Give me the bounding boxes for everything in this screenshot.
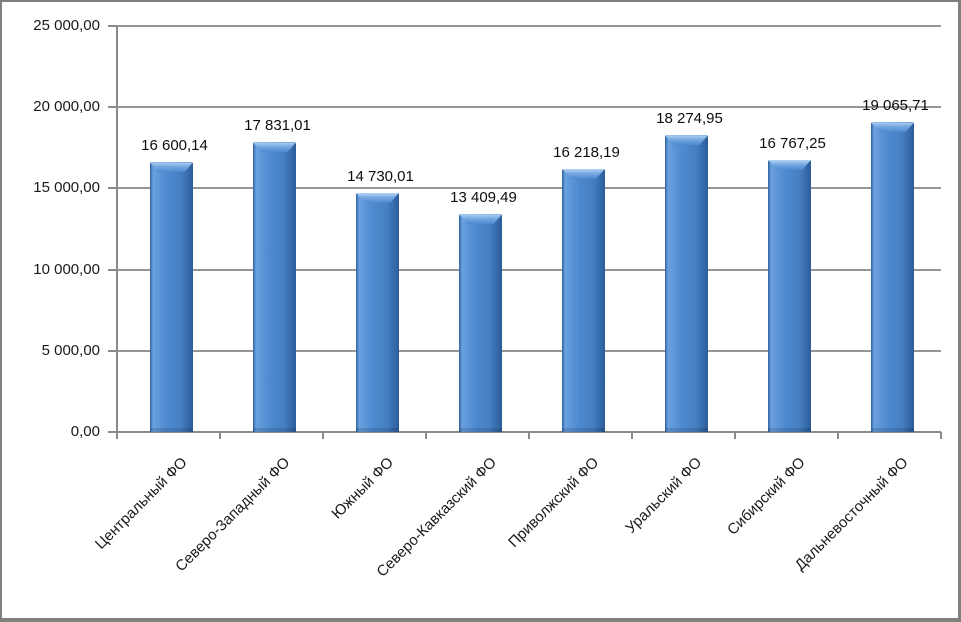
bar-value-label: 19 065,71: [862, 97, 929, 115]
gridline: [117, 349, 941, 352]
x-axis-category-label: Дальневосточный ФО: [791, 454, 912, 574]
bar-value-label: 16 767,25: [759, 134, 826, 152]
x-axis-category-label: Уральский ФО: [622, 454, 706, 537]
bar-4: [459, 214, 502, 432]
y-axis-tick: [108, 187, 117, 190]
x-axis-tick: [425, 432, 427, 439]
bar-value-label: 14 730,01: [347, 167, 414, 185]
x-axis-tick: [116, 432, 118, 439]
bar-5: [562, 168, 605, 433]
y-axis-tick: [108, 268, 117, 271]
y-axis-tick-label: 5 000,00: [41, 341, 100, 359]
x-axis-category-label: Приволжский ФО: [505, 454, 603, 551]
gridline: [117, 187, 941, 190]
gridline: [117, 25, 941, 27]
x-axis-tick: [837, 432, 839, 439]
x-axis-category-label: Сибирский ФО: [723, 454, 809, 539]
bar-8: [871, 122, 914, 432]
y-axis-tick-label: 0,00: [70, 423, 100, 440]
x-axis-tick: [631, 432, 633, 439]
y-axis: [116, 26, 118, 434]
y-axis-tick-label: 15 000,00: [33, 179, 100, 197]
x-axis-tick: [940, 432, 942, 439]
x-axis-category-label: Южный ФО: [328, 454, 397, 523]
bar-3: [356, 192, 399, 433]
bar-value-label: 16 218,19: [553, 143, 620, 161]
x-axis-tick: [322, 432, 324, 439]
bar-value-label: 17 831,01: [244, 117, 311, 135]
bar-value-label: 16 600,14: [141, 137, 208, 155]
y-axis-tick-label: 25 000,00: [33, 17, 100, 34]
y-axis-tick: [108, 431, 117, 433]
gridline: [117, 268, 941, 271]
x-axis-tick: [528, 432, 530, 439]
y-axis-tick-label: 10 000,00: [33, 260, 100, 278]
bar-6: [665, 135, 708, 432]
y-axis-tick: [108, 106, 117, 109]
y-axis-tick: [108, 349, 117, 352]
bar-1: [150, 162, 193, 432]
y-axis-tick-label: 20 000,00: [33, 98, 100, 116]
bar-value-label: 18 274,95: [656, 110, 723, 128]
x-axis-tick: [219, 432, 221, 439]
x-axis-category-label: Центральный ФО: [91, 454, 191, 553]
y-axis-tick: [108, 25, 117, 27]
gridline: [117, 106, 941, 109]
x-axis-tick: [734, 432, 736, 439]
bar-value-label: 13 409,49: [450, 189, 517, 207]
bar-7: [768, 159, 811, 433]
x-axis-category-label: Северо-Западный ФО: [172, 454, 294, 576]
bar-2: [253, 142, 296, 432]
x-axis-category-label: Северо-Кавказский ФО: [373, 454, 500, 581]
